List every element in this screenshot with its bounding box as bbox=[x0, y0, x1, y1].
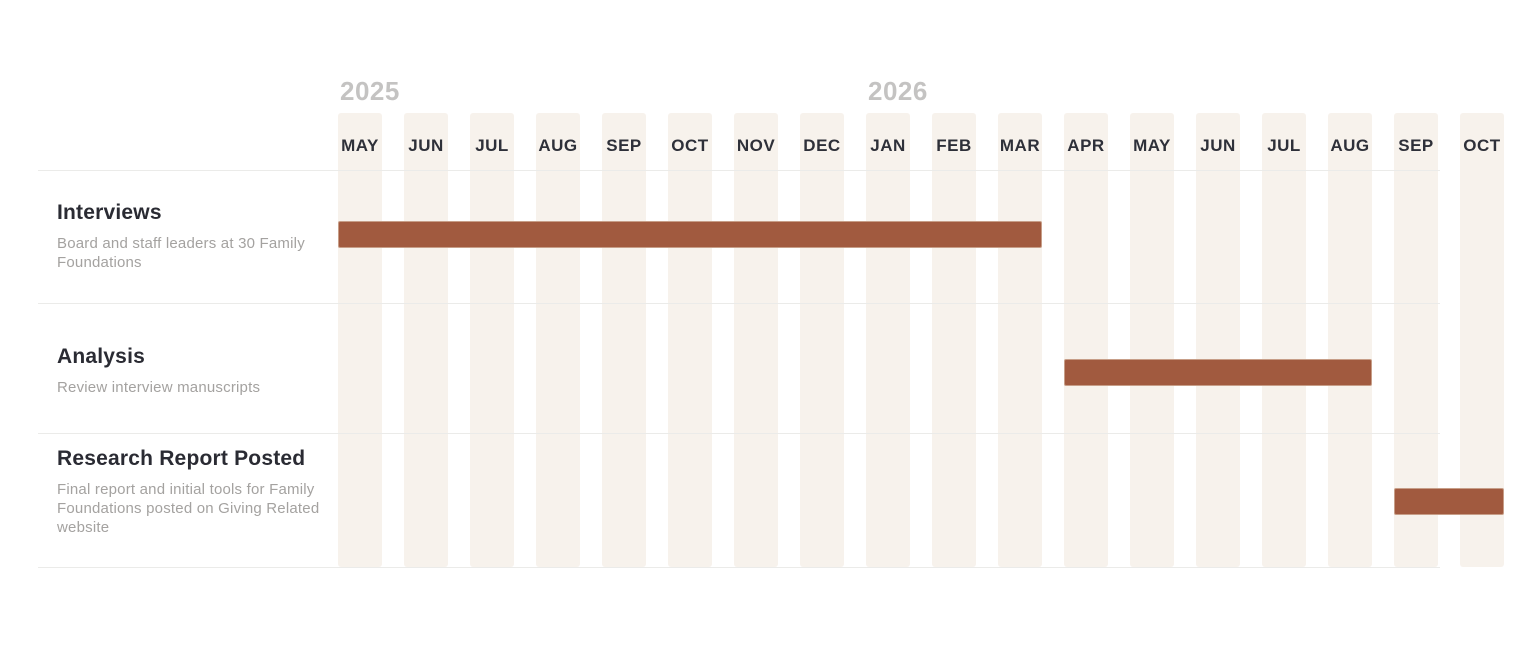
month-label: AUG bbox=[538, 136, 578, 155]
month-column-0: MAY bbox=[338, 113, 382, 567]
month-label: JUL bbox=[1267, 136, 1301, 155]
month-column-8: JAN bbox=[866, 113, 910, 567]
month-column-3: AUG bbox=[536, 113, 580, 567]
gantt-bar-analysis[interactable] bbox=[1064, 359, 1372, 386]
task-description: Final report and initial tools for Famil… bbox=[57, 481, 320, 536]
task-title: Interviews bbox=[57, 201, 162, 224]
month-label: MAR bbox=[999, 136, 1041, 155]
month-column-1: JUN bbox=[404, 113, 448, 567]
month-label: FEB bbox=[936, 136, 972, 155]
month-label: OCT bbox=[671, 136, 709, 155]
month-label: MAY bbox=[1133, 136, 1171, 155]
row-separator-line bbox=[38, 170, 1440, 171]
month-label: JUN bbox=[1200, 136, 1236, 155]
row-separator-line bbox=[38, 567, 1440, 568]
month-column-11: APR bbox=[1064, 113, 1108, 567]
month-column-9: FEB bbox=[932, 113, 976, 567]
month-label: JUL bbox=[475, 136, 509, 155]
row-separator-line bbox=[38, 303, 1440, 304]
row-separator-line bbox=[38, 433, 1440, 434]
task-label-research-report-posted: Research Report Posted Final report and … bbox=[57, 444, 321, 537]
gantt-bar-research-report-posted[interactable] bbox=[1394, 488, 1504, 515]
task-label-analysis: Analysis Review interview manuscripts bbox=[57, 342, 321, 397]
month-label: JUN bbox=[408, 136, 444, 155]
month-label: OCT bbox=[1463, 136, 1501, 155]
task-title: Research Report Posted bbox=[57, 447, 306, 470]
month-column-6: NOV bbox=[734, 113, 778, 567]
task-description: Review interview manuscripts bbox=[57, 379, 261, 396]
month-label: NOV bbox=[736, 136, 776, 155]
month-column-4: SEP bbox=[602, 113, 646, 567]
month-column-12: MAY bbox=[1130, 113, 1174, 567]
month-column-15: AUG bbox=[1328, 113, 1372, 567]
month-column-14: JUL bbox=[1262, 113, 1306, 567]
task-label-interviews: Interviews Board and staff leaders at 30… bbox=[57, 198, 321, 272]
month-label: SEP bbox=[606, 136, 642, 155]
month-label: MAY bbox=[341, 136, 379, 155]
month-label: AUG bbox=[1330, 136, 1370, 155]
month-label: APR bbox=[1067, 136, 1105, 155]
month-label: JAN bbox=[870, 136, 906, 155]
year-label-2026: 2026 bbox=[868, 76, 928, 106]
gantt-bar-interviews[interactable] bbox=[338, 221, 1042, 248]
year-label-2025: 2025 bbox=[340, 76, 400, 106]
month-column-7: DEC bbox=[800, 113, 844, 567]
task-title: Analysis bbox=[57, 345, 145, 368]
task-description: Board and staff leaders at 30 Family Fou… bbox=[57, 235, 305, 271]
month-label: SEP bbox=[1398, 136, 1434, 155]
month-label: DEC bbox=[803, 136, 841, 155]
month-column-5: OCT bbox=[668, 113, 712, 567]
month-column-10: MAR bbox=[998, 113, 1042, 567]
month-column-2: JUL bbox=[470, 113, 514, 567]
month-column-13: JUN bbox=[1196, 113, 1240, 567]
